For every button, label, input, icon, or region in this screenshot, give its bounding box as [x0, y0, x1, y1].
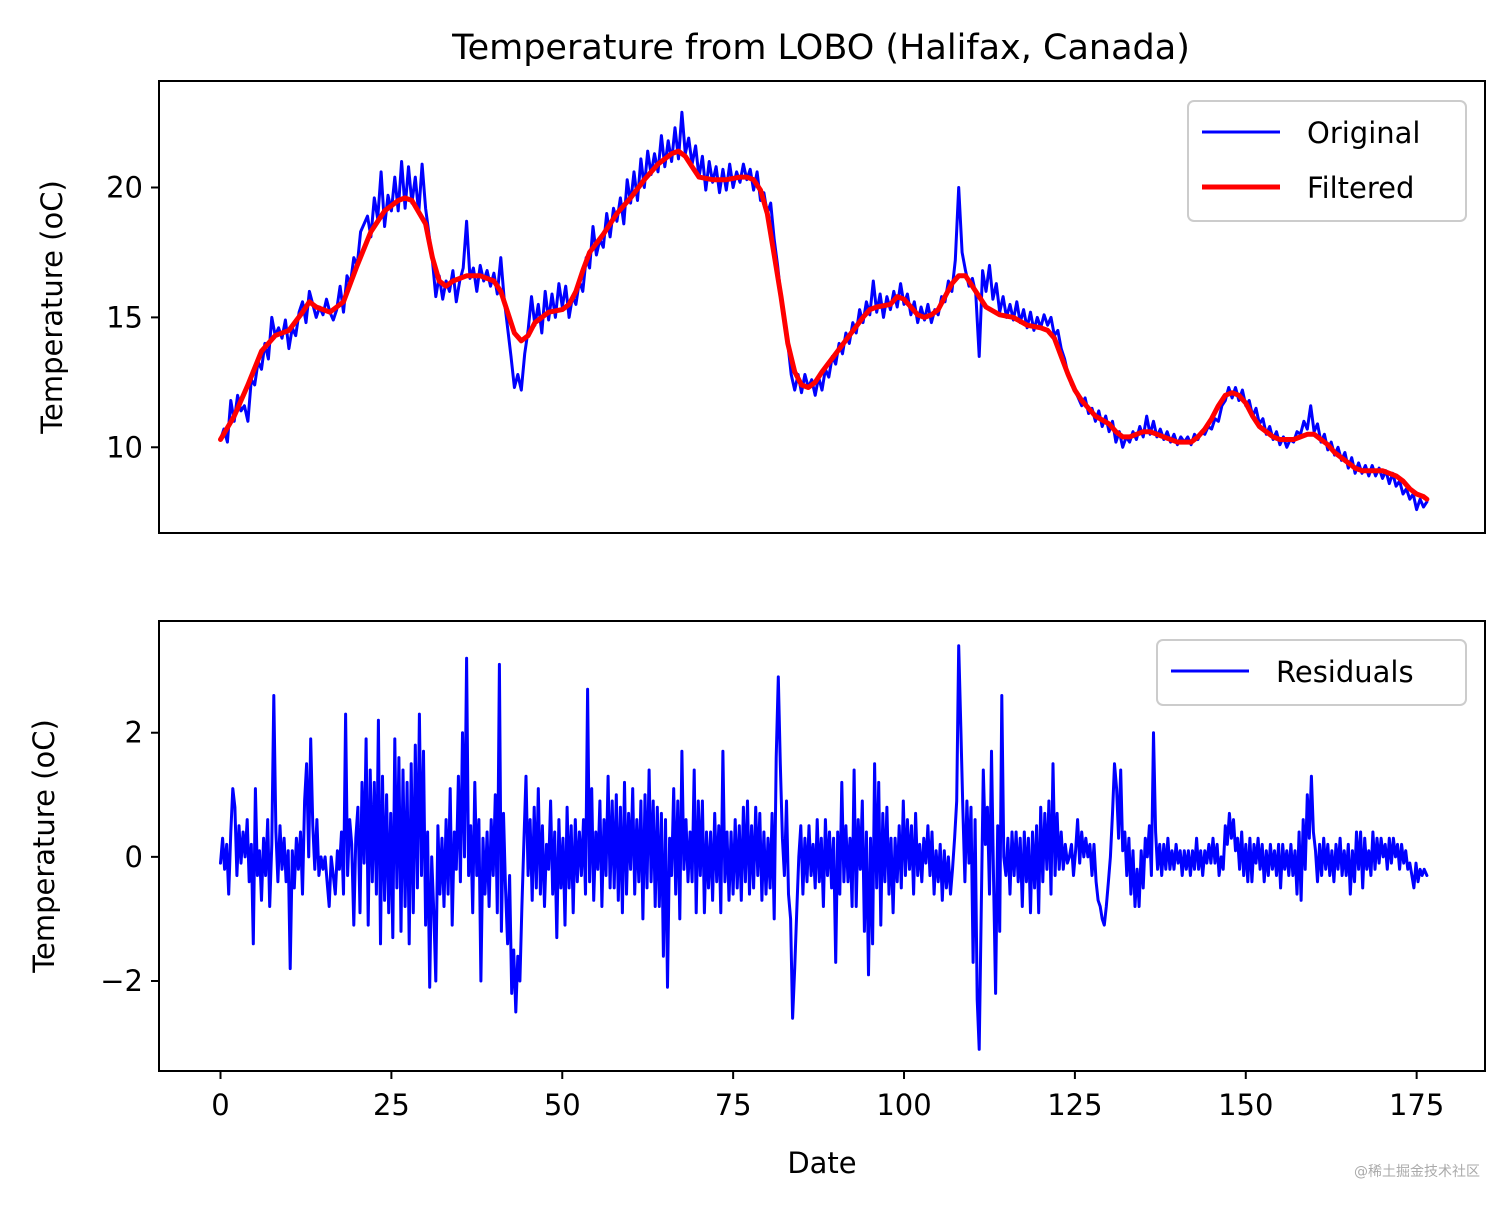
bottom-chart-xticks: 0 25 50 75 100 125 150 175	[211, 1071, 1444, 1122]
bottom-chart-xlabel: Date	[787, 1146, 856, 1180]
bottom-chart-legend-box	[1156, 639, 1467, 706]
bottom-chart-legend: Residuals	[1156, 639, 1467, 706]
top-chart-ylabel: Temperature (oC)	[35, 180, 69, 435]
bottom-chart-xtick-label: 75	[715, 1088, 752, 1122]
bottom-chart-ytick-label: 2	[125, 716, 143, 750]
bottom-chart-xtick-label: 175	[1389, 1088, 1444, 1122]
top-chart-panel: Temperature (oC) 10 15 20 Original Filtered	[35, 80, 1486, 534]
bottom-chart-yticks: −2 0 2	[100, 716, 159, 998]
bottom-chart-xtick-label: 25	[373, 1088, 410, 1122]
bottom-chart-xtick-label: 100	[876, 1088, 931, 1122]
top-chart-ytick-label: 15	[106, 300, 143, 334]
bottom-chart-frame	[158, 620, 1486, 1072]
bottom-chart-xtick-label: 125	[1047, 1088, 1102, 1122]
top-chart-series-filtered	[218, 148, 1430, 502]
top-chart-title: Temperature from LOBO (Halifax, Canada)	[451, 28, 1190, 68]
top-chart-legend-label-original: Original	[1307, 116, 1420, 150]
bottom-chart-ylabel: Temperature (oC)	[27, 719, 61, 974]
watermark: @稀土掘金技术社区	[1354, 1164, 1480, 1180]
top-chart-ylabel-group: Temperature (oC)	[35, 180, 69, 435]
bottom-chart-xtick-label: 50	[544, 1088, 581, 1122]
bottom-chart-series-residuals	[219, 644, 1429, 1051]
bottom-chart-ytick-label: 0	[125, 840, 143, 874]
top-chart-frame	[158, 80, 1486, 534]
top-chart-yticks: 10 15 20	[106, 171, 159, 464]
bottom-chart-series	[219, 644, 1429, 1051]
bottom-chart-ytick-label: −2	[100, 964, 143, 998]
top-chart-ytick-label: 20	[106, 171, 143, 205]
bottom-chart-xtick-label: 0	[211, 1088, 229, 1122]
bottom-chart-panel: Temperature (oC) Date −2 0 2 0 25 50 75 100 125…	[27, 620, 1486, 1180]
top-chart-ytick-label: 10	[106, 430, 143, 464]
top-chart-legend: Original Filtered	[1187, 100, 1467, 222]
bottom-chart-xtick-label: 150	[1218, 1088, 1273, 1122]
top-chart-series	[218, 110, 1430, 512]
top-chart-legend-label-filtered: Filtered	[1307, 171, 1414, 205]
bottom-chart-legend-label-residuals: Residuals	[1276, 655, 1414, 689]
